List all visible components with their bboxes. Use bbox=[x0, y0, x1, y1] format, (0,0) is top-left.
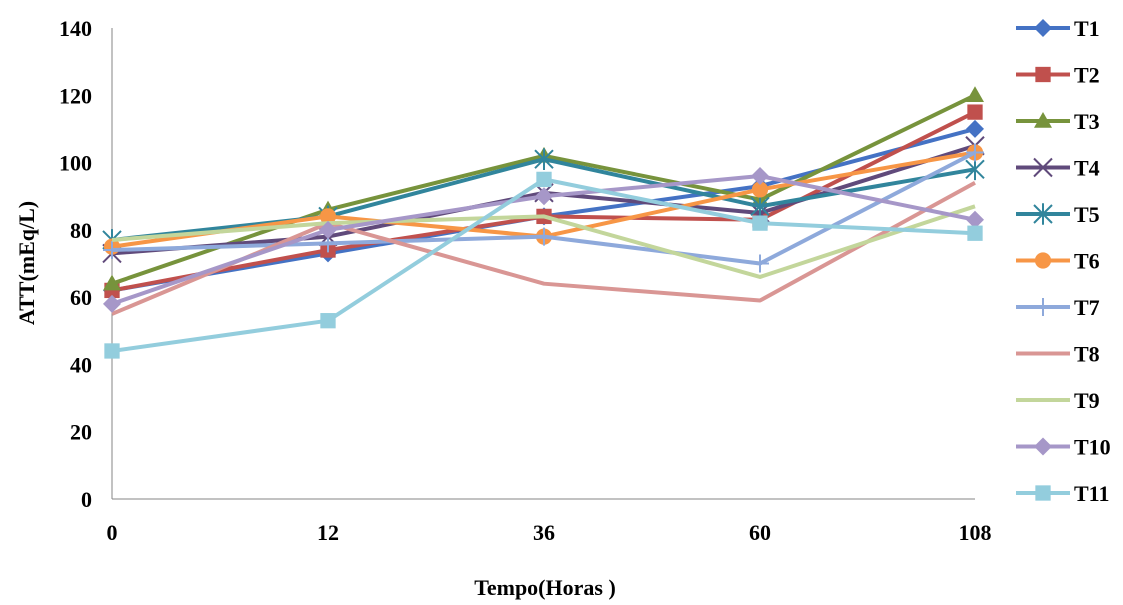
y-tick-label: 120 bbox=[59, 83, 92, 108]
legend-label: T1 bbox=[1074, 16, 1100, 41]
y-tick-label: 0 bbox=[81, 487, 92, 512]
legend-label: T4 bbox=[1074, 156, 1100, 181]
data-point bbox=[535, 187, 553, 206]
data-point bbox=[319, 208, 337, 225]
legend-label: T7 bbox=[1074, 295, 1100, 320]
legend-label: T5 bbox=[1074, 202, 1100, 227]
data-point bbox=[966, 119, 984, 138]
legend-marker bbox=[1035, 485, 1051, 501]
data-point bbox=[965, 158, 985, 181]
y-axis-title: ATT(mEq/L) bbox=[14, 201, 39, 325]
y-tick-label: 140 bbox=[59, 16, 92, 41]
legend-item-t2: T2 bbox=[1016, 63, 1100, 88]
x-axis-title: Tempo(Horas ) bbox=[474, 575, 616, 600]
legend-item-t6: T6 bbox=[1016, 249, 1100, 274]
legend-item-t10: T10 bbox=[1016, 435, 1111, 460]
legend-item-t3: T3 bbox=[1016, 109, 1100, 134]
series-layer bbox=[102, 86, 985, 359]
legend-marker bbox=[1034, 112, 1052, 128]
data-point bbox=[966, 86, 984, 103]
data-point bbox=[103, 294, 121, 313]
legend-label: T6 bbox=[1074, 249, 1100, 274]
legend-item-t9: T9 bbox=[1016, 388, 1100, 413]
legend-label: T11 bbox=[1074, 481, 1109, 506]
data-point bbox=[104, 343, 120, 359]
legend-item-t1: T1 bbox=[1016, 16, 1100, 41]
data-point bbox=[966, 143, 984, 162]
y-tick-label: 20 bbox=[70, 420, 92, 445]
legend-item-t5: T5 bbox=[1016, 202, 1100, 227]
x-tick-label: 108 bbox=[959, 520, 992, 545]
legend-item-t4: T4 bbox=[1016, 156, 1100, 181]
legend-item-t11: T11 bbox=[1016, 481, 1109, 506]
legend-marker bbox=[1034, 252, 1052, 269]
series-t11 bbox=[104, 171, 983, 359]
y-tick-label: 60 bbox=[70, 285, 92, 310]
data-point bbox=[535, 227, 553, 246]
legend: T1 T2 T3 T4 T5 T6 T7 T8 T9 T10 T11 bbox=[1016, 16, 1111, 506]
legend-item-t7: T7 bbox=[1016, 295, 1100, 320]
series-t9 bbox=[111, 204, 976, 279]
legend-label: T10 bbox=[1074, 435, 1111, 460]
x-tick-label: 60 bbox=[749, 520, 771, 545]
x-tick-label: 36 bbox=[533, 520, 555, 545]
data-point bbox=[319, 220, 337, 239]
legend-marker bbox=[1034, 298, 1052, 316]
data-point bbox=[752, 215, 768, 231]
x-tick-label: 0 bbox=[107, 520, 118, 545]
legend-marker bbox=[1034, 437, 1052, 456]
axes: 0 20 40 60 80 100 120 140 0 12 36 60 108 bbox=[59, 16, 992, 545]
data-point bbox=[536, 171, 552, 188]
data-point bbox=[534, 148, 554, 171]
legend-marker bbox=[1035, 66, 1051, 83]
data-point bbox=[103, 274, 121, 291]
data-point bbox=[750, 195, 770, 218]
data-point bbox=[966, 210, 984, 229]
data-point bbox=[751, 167, 769, 186]
data-point bbox=[103, 241, 121, 260]
legend-item-t8: T8 bbox=[1016, 342, 1100, 367]
x-tick-label: 12 bbox=[317, 520, 339, 545]
legend-marker bbox=[1033, 157, 1053, 178]
legend-label: T2 bbox=[1074, 63, 1100, 88]
data-point bbox=[320, 313, 336, 329]
data-point bbox=[967, 104, 983, 120]
legend-label: T3 bbox=[1074, 109, 1100, 134]
data-point bbox=[751, 254, 769, 273]
legend-marker bbox=[1033, 203, 1053, 225]
y-tick-label: 100 bbox=[59, 151, 92, 176]
legend-label: T9 bbox=[1074, 388, 1100, 413]
y-tick-label: 40 bbox=[70, 352, 92, 377]
y-tick-label: 80 bbox=[70, 218, 92, 243]
legend-marker bbox=[1034, 19, 1052, 37]
data-point bbox=[751, 181, 769, 198]
legend-label: T8 bbox=[1074, 342, 1100, 367]
series-line bbox=[111, 204, 976, 279]
data-point bbox=[967, 225, 983, 241]
series-t10 bbox=[103, 167, 984, 313]
